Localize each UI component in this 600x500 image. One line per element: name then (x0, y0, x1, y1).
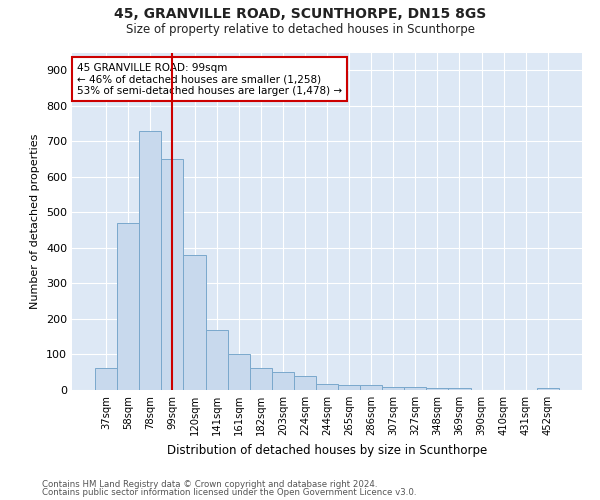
Bar (294, 376, 316, 390)
Bar (95, 368, 117, 390)
Bar (250, 368, 272, 390)
Bar (272, 372, 294, 390)
X-axis label: Distribution of detached houses by size in Scunthorpe: Distribution of detached houses by size … (167, 444, 487, 456)
Text: 45, GRANVILLE ROAD, SCUNTHORPE, DN15 8GS: 45, GRANVILLE ROAD, SCUNTHORPE, DN15 8GS (114, 8, 486, 22)
Text: Contains public sector information licensed under the Open Government Licence v3: Contains public sector information licen… (42, 488, 416, 497)
Text: Contains HM Land Registry data © Crown copyright and database right 2024.: Contains HM Land Registry data © Crown c… (42, 480, 377, 489)
Bar (338, 384, 360, 390)
Bar (139, 130, 161, 390)
Bar (184, 255, 206, 390)
Y-axis label: Number of detached properties: Number of detached properties (31, 134, 40, 309)
Bar (537, 388, 559, 390)
Bar (316, 384, 338, 390)
Bar (360, 384, 382, 390)
Bar (404, 387, 427, 390)
Bar (448, 388, 470, 390)
Bar (227, 354, 250, 390)
Bar (382, 387, 404, 390)
Bar (427, 388, 448, 390)
Bar (117, 223, 139, 390)
Text: 45 GRANVILLE ROAD: 99sqm
← 46% of detached houses are smaller (1,258)
53% of sem: 45 GRANVILLE ROAD: 99sqm ← 46% of detach… (77, 62, 342, 96)
Bar (206, 330, 227, 390)
Bar (161, 159, 184, 390)
Text: Size of property relative to detached houses in Scunthorpe: Size of property relative to detached ho… (125, 22, 475, 36)
